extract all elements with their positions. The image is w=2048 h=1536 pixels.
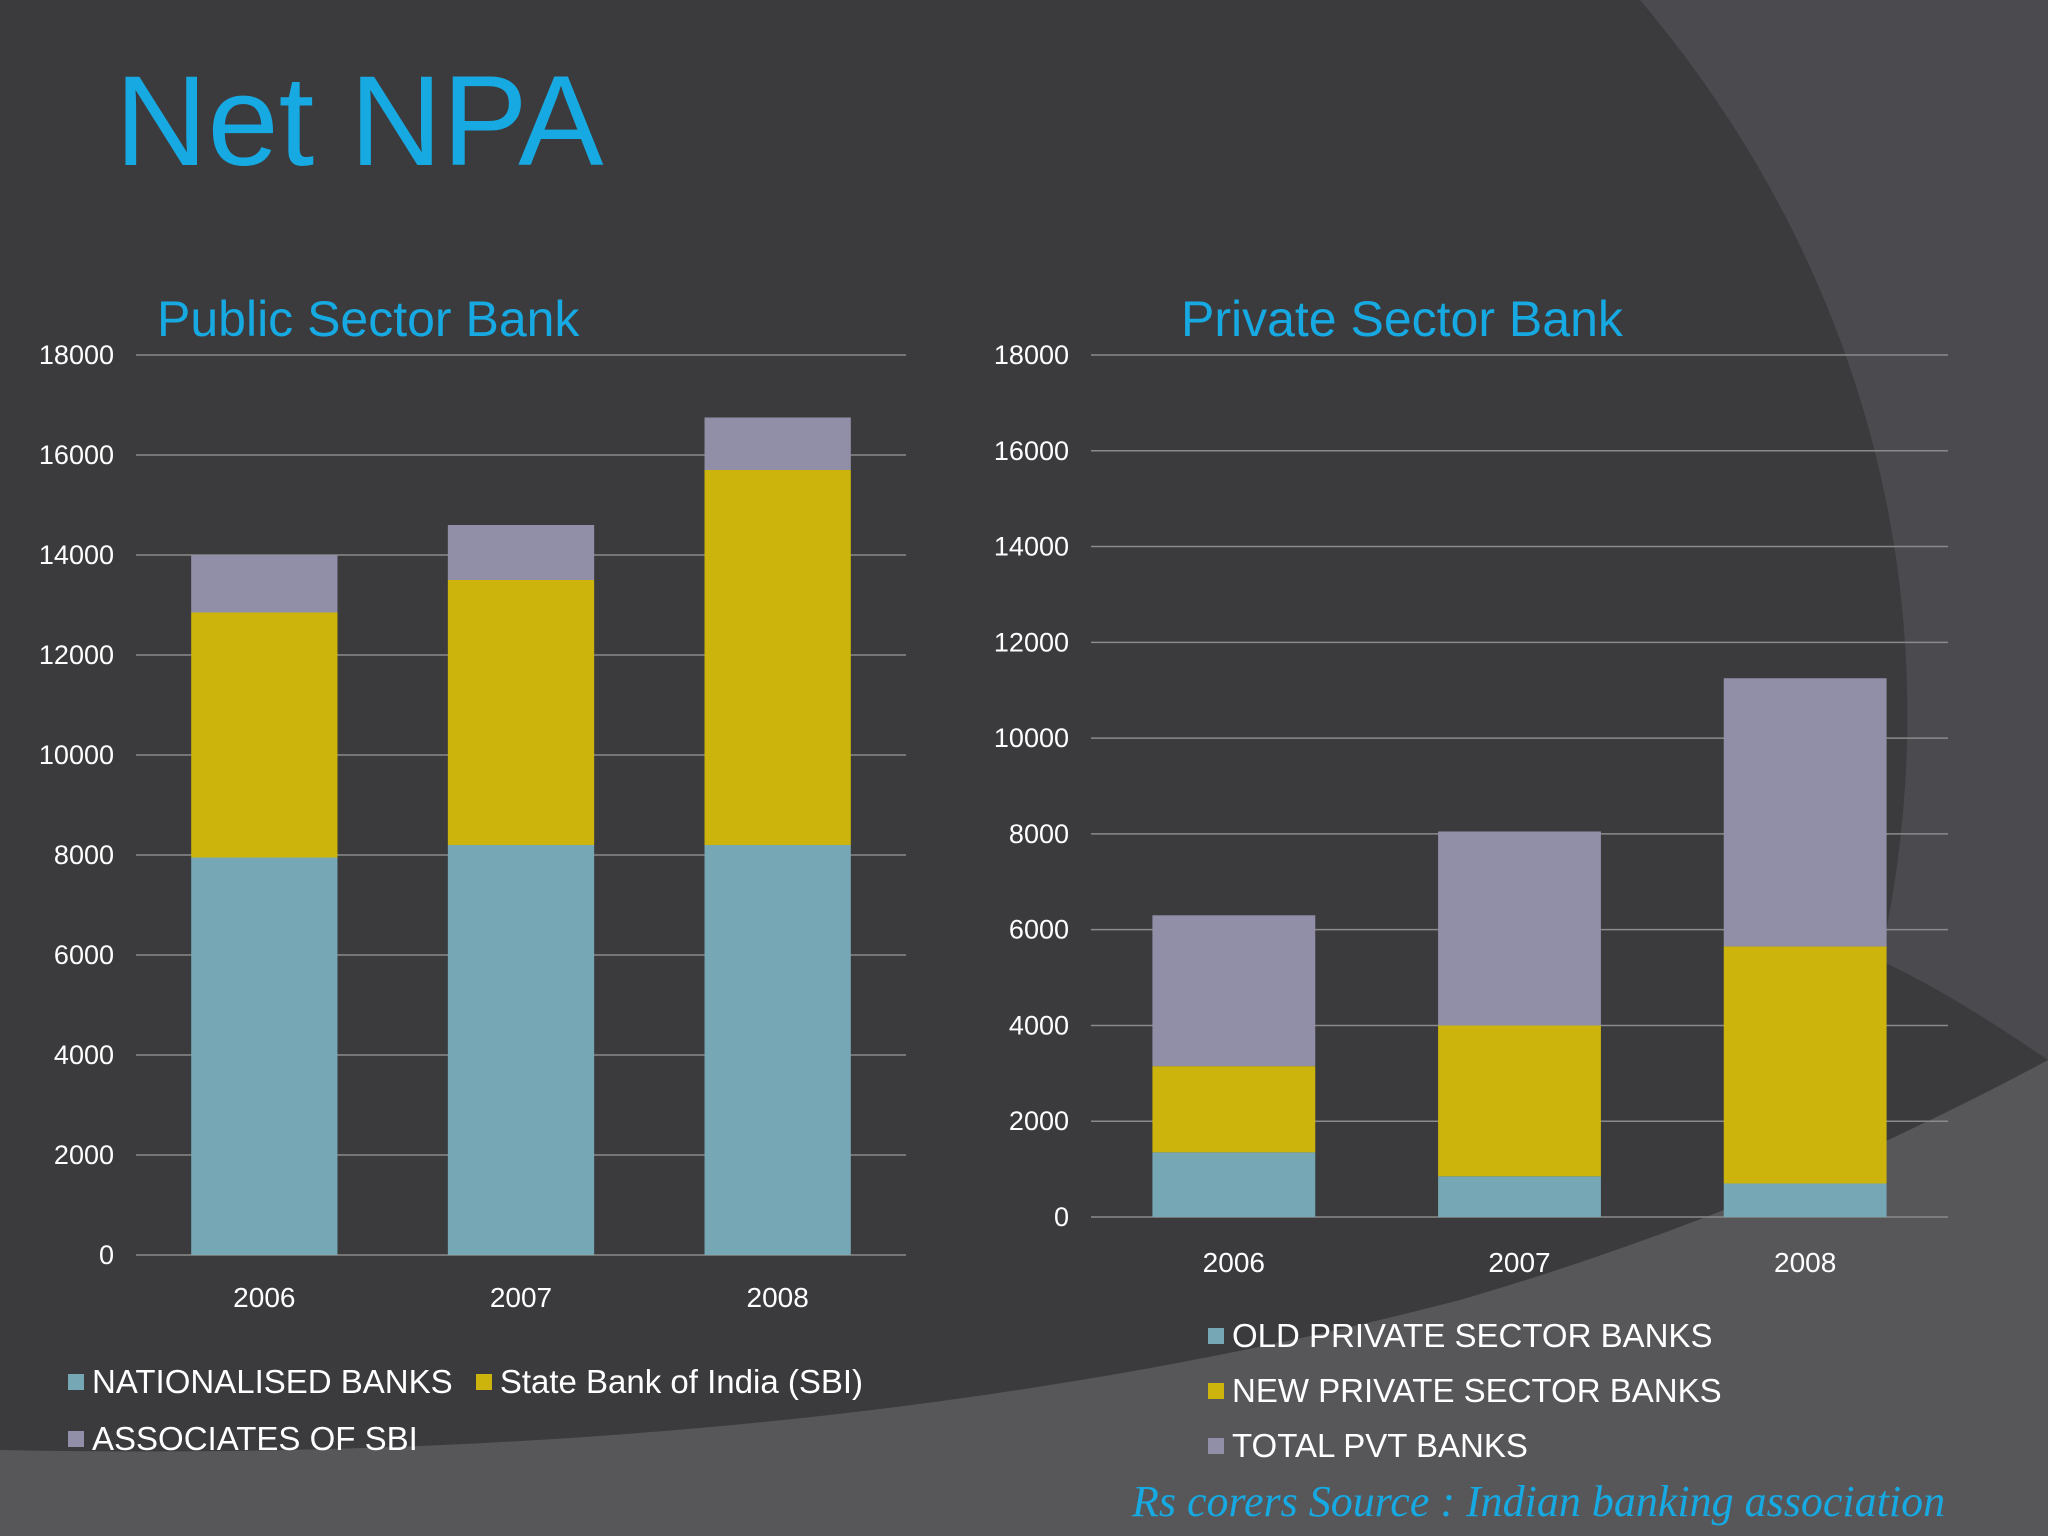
bar-segment bbox=[447, 580, 595, 845]
bar-segment bbox=[1723, 1183, 1887, 1217]
bar-segment bbox=[1152, 1152, 1316, 1217]
legend-public-sector: NATIONALISED BANKS State Bank of India (… bbox=[68, 1352, 928, 1466]
legend-swatch bbox=[1208, 1327, 1224, 1344]
x-tick-label: 2007 bbox=[490, 1282, 552, 1313]
legend-label: State Bank of India (SBI) bbox=[499, 1363, 864, 1400]
legend-label: OLD PRIVATE SECTOR BANKS bbox=[1232, 1317, 1713, 1354]
y-tick-label: 6000 bbox=[54, 940, 114, 970]
legend-swatch bbox=[1208, 1382, 1224, 1399]
legend-label: ASSOCIATES OF SBI bbox=[92, 1420, 418, 1457]
x-tick-label: 2008 bbox=[1774, 1247, 1836, 1278]
y-tick-label: 0 bbox=[1054, 1202, 1069, 1232]
legend-swatch bbox=[475, 1374, 492, 1390]
y-tick-label: 12000 bbox=[994, 627, 1069, 657]
bar-segment bbox=[1723, 946, 1887, 1184]
bar-segment bbox=[1438, 1025, 1601, 1177]
chart-title-public-sector: Public Sector Bank bbox=[157, 291, 580, 347]
legend-swatch bbox=[68, 1431, 84, 1447]
legend-private-sector: OLD PRIVATE SECTOR BANKS NEW PRIVATE SEC… bbox=[1208, 1308, 1908, 1473]
y-tick-label: 16000 bbox=[994, 436, 1069, 466]
y-tick-label: 8000 bbox=[1009, 819, 1069, 849]
y-tick-label: 0 bbox=[99, 1240, 114, 1270]
x-tick-label: 2007 bbox=[1488, 1247, 1550, 1278]
legend-item-old-private-sector-banks: OLD PRIVATE SECTOR BANKS bbox=[1208, 1308, 1894, 1363]
legend-swatch bbox=[68, 1374, 84, 1390]
y-tick-label: 14000 bbox=[994, 532, 1069, 562]
y-tick-label: 8000 bbox=[54, 840, 114, 870]
bar-segment bbox=[191, 857, 338, 1255]
y-tick-label: 10000 bbox=[39, 740, 114, 770]
legend-item-associates-of-sbi: ASSOCIATES OF SBI bbox=[68, 1412, 418, 1466]
bar-segment bbox=[704, 845, 851, 1255]
bar-segment bbox=[1152, 1066, 1316, 1153]
legend-label: TOTAL PVT BANKS bbox=[1232, 1427, 1528, 1464]
y-tick-label: 16000 bbox=[39, 440, 114, 470]
y-tick-label: 4000 bbox=[1009, 1010, 1069, 1040]
bar-segment bbox=[447, 525, 595, 580]
y-tick-label: 14000 bbox=[39, 540, 114, 570]
y-tick-label: 4000 bbox=[54, 1040, 114, 1070]
bar-segment bbox=[704, 417, 851, 470]
y-tick-label: 2000 bbox=[54, 1140, 114, 1170]
bar-segment bbox=[191, 612, 338, 858]
bar-segment bbox=[191, 555, 338, 613]
chart-title-private-sector: Private Sector Bank bbox=[1181, 291, 1623, 347]
legend-item-total-pvt-banks: TOTAL PVT BANKS bbox=[1208, 1418, 1894, 1473]
bar-segment bbox=[704, 470, 851, 845]
bar-segment bbox=[1152, 915, 1316, 1067]
slide-title: Net NPA bbox=[115, 50, 604, 193]
y-tick-label: 10000 bbox=[994, 723, 1069, 753]
y-tick-label: 2000 bbox=[1009, 1106, 1069, 1136]
x-tick-label: 2006 bbox=[1203, 1247, 1265, 1278]
bar-segment bbox=[1438, 1176, 1601, 1217]
y-tick-label: 12000 bbox=[39, 640, 114, 670]
y-tick-label: 18000 bbox=[994, 340, 1069, 370]
legend-label: NATIONALISED BANKS bbox=[92, 1363, 453, 1400]
bar-segment bbox=[1438, 831, 1601, 1026]
y-tick-label: 6000 bbox=[1009, 915, 1069, 945]
bar-segment bbox=[447, 845, 595, 1255]
legend-swatch bbox=[1208, 1437, 1224, 1454]
x-tick-label: 2008 bbox=[747, 1282, 809, 1313]
legend-item-nationalised-banks: NATIONALISED BANKS bbox=[68, 1355, 453, 1409]
y-tick-label: 18000 bbox=[39, 340, 114, 370]
bar-segment bbox=[1723, 678, 1887, 947]
x-tick-label: 2006 bbox=[233, 1282, 295, 1313]
legend-label: NEW PRIVATE SECTOR BANKS bbox=[1232, 1372, 1722, 1409]
source-note: Rs corers Source : Indian banking associ… bbox=[1132, 1477, 1946, 1526]
legend-item-new-private-sector-banks: NEW PRIVATE SECTOR BANKS bbox=[1208, 1363, 1894, 1418]
legend-item-sbi: State Bank of India (SBI) bbox=[475, 1355, 864, 1409]
